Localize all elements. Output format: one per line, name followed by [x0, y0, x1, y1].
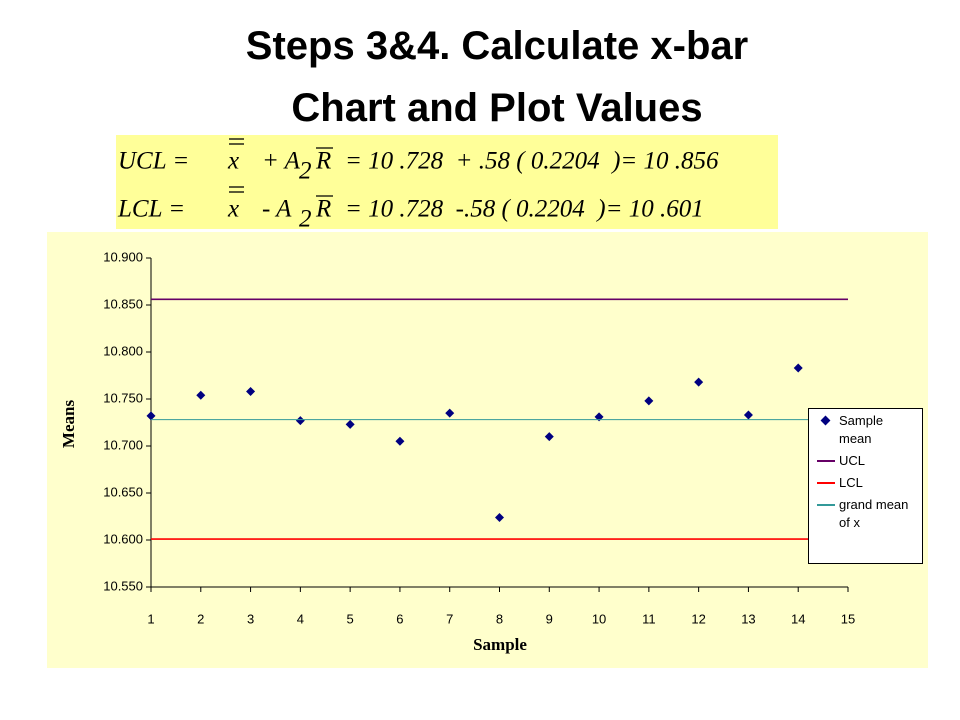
x-tick-label: 6: [396, 611, 403, 626]
point: [395, 436, 405, 446]
legend-label: UCL: [839, 453, 866, 468]
x-tick-label: 8: [496, 611, 503, 626]
y-tick-label: 10.800: [103, 343, 143, 358]
x-axis-label: Sample: [473, 635, 527, 654]
formula-sub: 2: [299, 206, 312, 233]
legend-entry: grand mean of x: [809, 496, 909, 532]
y-axis-label: Means: [59, 400, 78, 449]
point: [495, 512, 504, 522]
formula-op: + A: [262, 148, 301, 175]
legend-label: Sample mean: [839, 413, 884, 446]
formula-label: LCL =: [117, 196, 185, 223]
point: [246, 386, 256, 396]
x-tick-label: 14: [791, 611, 805, 626]
chart-panel: [47, 232, 928, 668]
y-tick-label: 10.900: [103, 249, 143, 264]
legend-label: LCL: [839, 475, 863, 490]
y-tick-label: 10.550: [103, 578, 143, 593]
x-tick-label: 12: [691, 611, 705, 626]
x-tick-label: 3: [247, 611, 254, 626]
formula-r: R: [315, 148, 331, 175]
formula-r: R: [315, 196, 331, 223]
x-tick-label: 2: [197, 611, 204, 626]
legend-entry: Sample mean: [809, 412, 909, 448]
y-tick-label: 10.600: [103, 531, 143, 546]
point: [345, 419, 355, 429]
x-tick-label: 1: [147, 611, 154, 626]
legend-swatch: [820, 415, 831, 426]
point: [793, 363, 803, 373]
formula-rest: = 10 .728 + .58 ( 0.2204 )= 10 .856: [345, 148, 719, 175]
point: [743, 410, 753, 420]
x-tick-label: 13: [741, 611, 755, 626]
point: [694, 377, 704, 387]
formula-op: - A: [262, 196, 292, 223]
x-tick-label: 11: [642, 611, 656, 626]
x-tick-label: 7: [446, 611, 453, 626]
legend: Sample mean UCL LCL grand mean of x: [808, 408, 923, 564]
y-tick-label: 10.850: [103, 296, 143, 311]
legend-entry: LCL: [809, 474, 909, 492]
y-tick-label: 10.650: [103, 484, 143, 499]
point: [146, 411, 156, 421]
point: [544, 432, 554, 442]
slide-title-group: Steps 3&4. Calculate x-bar Chart and Plot…: [246, 24, 748, 130]
formula-sub: 2: [299, 158, 312, 185]
point: [295, 416, 305, 426]
legend-swatch: [817, 504, 835, 506]
legend-swatch: [817, 460, 835, 462]
x-tick-label: 5: [347, 611, 354, 626]
y-tick-label: 10.750: [103, 390, 143, 405]
point: [594, 412, 604, 422]
slide-title: Steps 3&4. Calculate x-bar Chart and Plot…: [246, 24, 748, 130]
point: [644, 396, 654, 406]
formula-rest: = 10 .728 -.58 ( 0.2204 )= 10 .601: [345, 196, 704, 223]
x-tick-label: 10: [592, 611, 606, 626]
formula-x: x: [227, 148, 239, 175]
formula-x: x: [227, 196, 239, 223]
point: [196, 390, 206, 400]
formula-label: UCL =: [118, 148, 189, 175]
point: [445, 408, 455, 418]
x-tick-label: 15: [841, 611, 855, 626]
formula-box: [116, 135, 778, 229]
legend-label: grand mean of x: [839, 497, 909, 530]
x-tick-label: 9: [546, 611, 553, 626]
legend-swatch: [817, 482, 835, 484]
legend-entry: UCL: [809, 452, 909, 470]
x-tick-label: 4: [297, 611, 304, 626]
y-tick-label: 10.700: [103, 437, 143, 452]
